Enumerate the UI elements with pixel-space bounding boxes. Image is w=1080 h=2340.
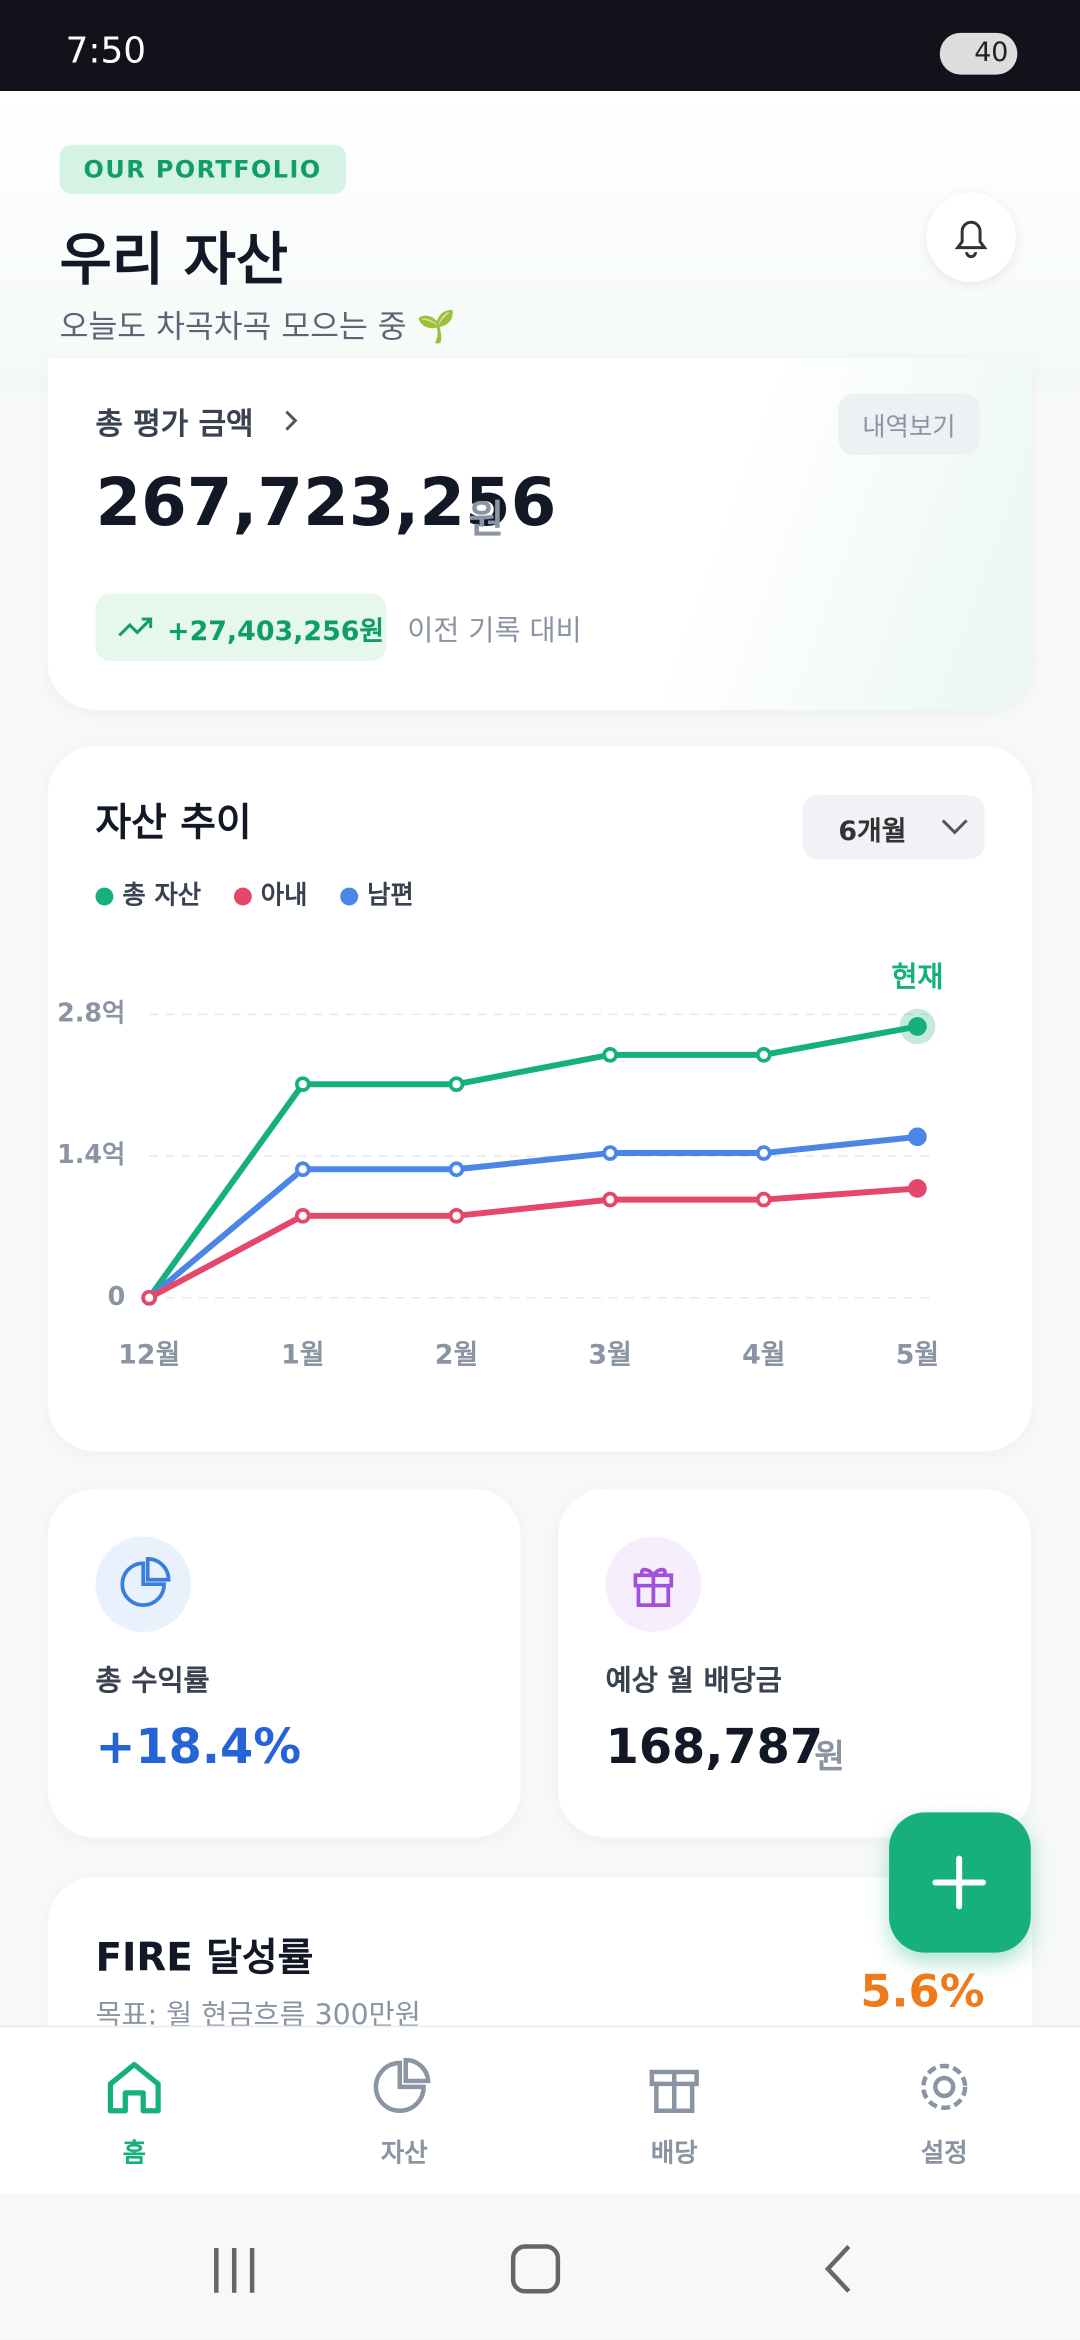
fire-title: FIRE 달성률 <box>95 1936 314 1981</box>
stat-label: 총 수익률 <box>95 1664 210 1698</box>
add-button[interactable] <box>889 1812 1031 1953</box>
legend-label: 아내 <box>261 880 308 910</box>
point <box>448 1076 465 1093</box>
dividend-card: 예상 월 배당금 168,787 원 <box>557 1488 1031 1838</box>
chart: 자산 추이 현재 0 1.4억 2.8억 12월 1월 2월 3월 4월 5월 총 자산 아내 남편 <box>57 800 943 1370</box>
point <box>602 1047 618 1063</box>
x-tick-label: 3월 <box>588 1339 631 1370</box>
time: 7:50 <box>65 29 147 72</box>
point <box>908 1127 927 1147</box>
header: OUR PORTFOLIO 우리 자산 오늘도 차곡차곡 모으는 중 🌱 <box>0 90 1080 390</box>
x-tick-label: 12월 <box>118 1339 180 1370</box>
point <box>908 1179 927 1198</box>
y-tick-label: 1.4억 <box>57 1139 125 1169</box>
status-bar: 7:50 40 <box>0 0 1080 91</box>
history-button[interactable]: 내역보기 <box>838 393 980 455</box>
plus-icon <box>932 1855 987 1910</box>
point <box>294 1076 311 1093</box>
point <box>448 1207 465 1224</box>
stat-value: +18.4% <box>95 1718 302 1776</box>
annotation: 현재 <box>891 961 943 994</box>
nav-item[interactable]: 자산 <box>380 2139 428 2169</box>
amount: 267,723,256 <box>95 465 557 542</box>
pie-icon-graphic <box>120 1556 171 1607</box>
legend-dot <box>95 887 114 906</box>
point <box>755 1047 772 1063</box>
y-tick-label: 0 <box>108 1281 126 1311</box>
point <box>602 1191 618 1208</box>
system-nav <box>214 2244 851 2294</box>
bottom-nav: 홈 자산 배당 설정 <box>0 2025 1080 2195</box>
nav-item[interactable]: 홈 <box>122 2139 146 2169</box>
legend-label: 남편 <box>367 880 414 910</box>
pie-icon <box>95 1536 191 1632</box>
change-chip: +27,403,256원 <box>95 593 387 661</box>
summary-card: 총 평가 금액 내역보기 267,723,256 원 +27,403,256원 … <box>47 358 1033 711</box>
nav-item[interactable]: 설정 <box>920 2139 968 2169</box>
point <box>755 1145 772 1161</box>
y-tick-label: 2.8억 <box>57 997 125 1027</box>
point <box>141 1289 158 1306</box>
period: 6개월 <box>838 815 907 848</box>
gift-icon-graphic <box>633 1567 674 1607</box>
trend-icon <box>118 617 153 637</box>
period-select[interactable]: 6개월 <box>802 795 985 860</box>
chart-card: 6개월 자산 추이 현재 0 1.4억 2.8억 12월 1월 2월 3월 4월 5월 총 자산 아… <box>47 745 1033 1452</box>
x-tick-label: 2월 <box>435 1339 478 1370</box>
bell-icon <box>954 220 988 259</box>
summary-label[interactable]: 총 평가 금액 <box>95 405 254 442</box>
series-line <box>147 1133 918 1301</box>
stat-label: 예상 월 배당금 <box>605 1664 782 1698</box>
nav-item[interactable]: 배당 <box>650 2139 698 2169</box>
chart-title: 자산 추이 <box>95 800 251 845</box>
legend-dot <box>340 887 359 906</box>
legend-dot <box>233 887 252 906</box>
legend-label: 총 자산 <box>122 880 201 910</box>
series-line <box>147 1185 918 1301</box>
notification-button[interactable] <box>926 192 1016 282</box>
change-note: 이전 기록 대비 <box>407 614 582 648</box>
x-tick-label: 1월 <box>281 1339 324 1370</box>
title: 우리 자산 <box>59 226 289 293</box>
point <box>294 1161 311 1178</box>
return-card: 총 수익률 +18.4% <box>47 1488 521 1838</box>
point <box>602 1145 618 1161</box>
x-tick-label: 5월 <box>896 1339 939 1370</box>
point <box>448 1161 465 1178</box>
dropdown-icon <box>941 819 968 835</box>
stat-unit: 원 <box>814 1739 845 1777</box>
point <box>755 1191 772 1208</box>
change: +27,403,256원 <box>167 616 385 648</box>
badge: OUR PORTFOLIO <box>59 144 346 194</box>
subtitle: 오늘도 차곡차곡 모으는 중 🌱 <box>59 308 456 345</box>
stat-value: 168,787 <box>605 1718 824 1776</box>
amount-unit: 원 <box>468 498 505 543</box>
x-tick-label: 4월 <box>742 1339 785 1370</box>
point <box>908 1017 927 1036</box>
gift-icon <box>605 1536 702 1632</box>
battery: 40 <box>939 32 1018 75</box>
series-line <box>146 1023 918 1300</box>
point <box>294 1207 311 1224</box>
nav-icons <box>107 2057 968 2114</box>
fire-value: 5.6% <box>860 1966 985 2019</box>
chevron <box>285 410 298 431</box>
